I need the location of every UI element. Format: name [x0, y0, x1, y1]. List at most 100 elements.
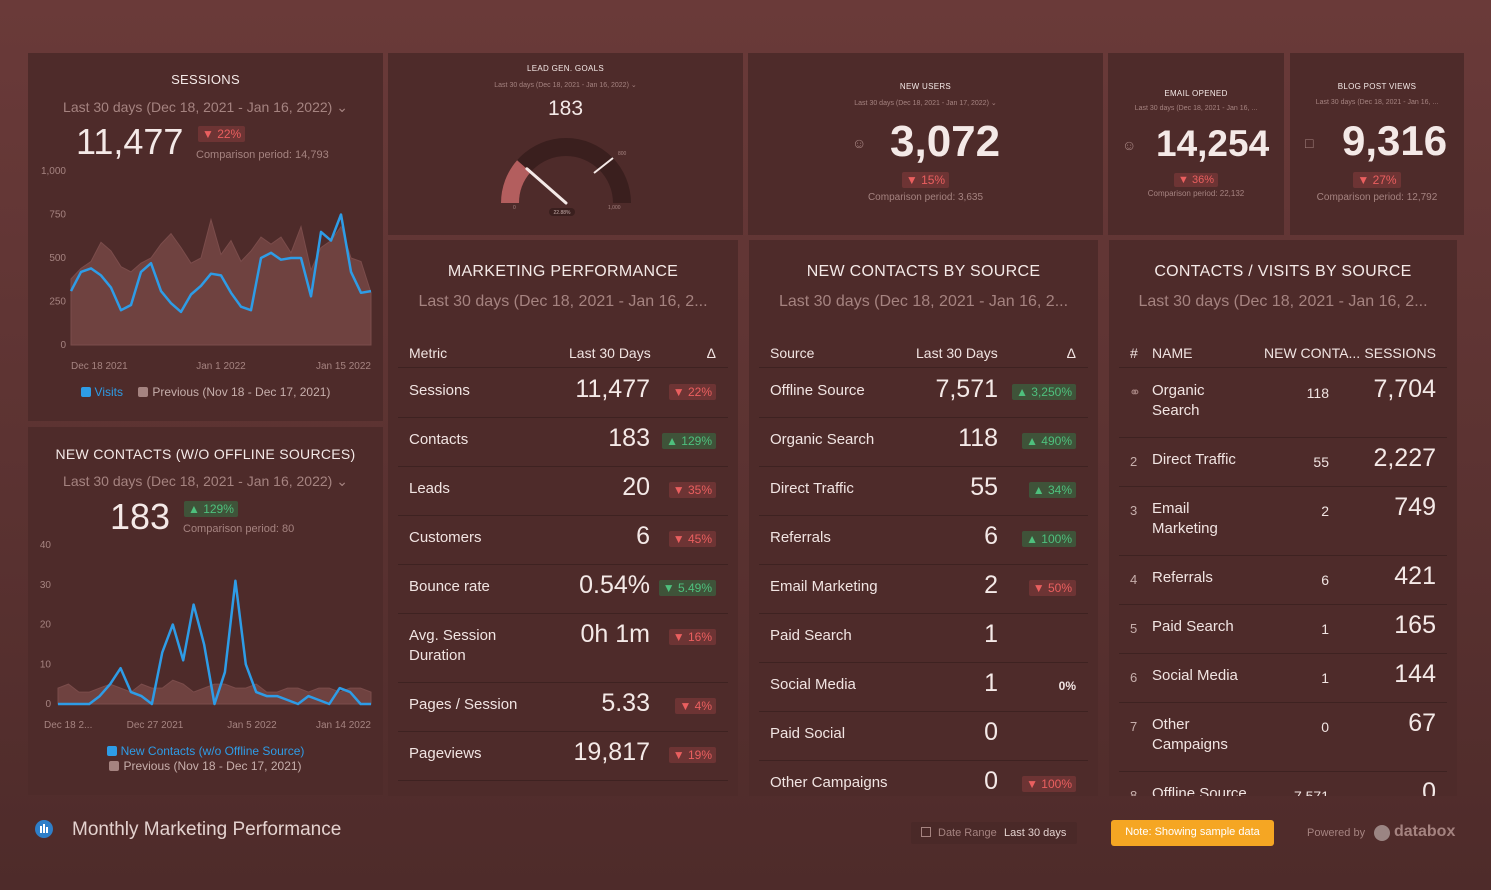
legend-label: Previous (Nov 18 - Dec 17, 2021)	[152, 385, 331, 399]
table-row[interactable]: ⚭ Organic Search 118 7,704	[1119, 369, 1447, 438]
panel-title: CONTACTS / VISITS BY SOURCE	[1154, 263, 1412, 280]
table-row[interactable]: Social Media 1 0%	[759, 663, 1088, 712]
sample-data-note: Note: Showing sample data	[1111, 820, 1274, 846]
delta-badge: ▼ 16%	[668, 629, 716, 645]
table-header: # NAME NEW CONTA... SESSIONS	[1119, 338, 1447, 368]
date-range-label: Last 30 days (Dec 18, 2021 - Jan 16, 202…	[494, 82, 629, 89]
table-row[interactable]: 2 Direct Traffic 55 2,227	[1119, 438, 1447, 487]
current-series-line	[69, 213, 372, 314]
new-contacts-value: 118	[1306, 385, 1329, 401]
delta-badge: ▼ 19%	[668, 747, 716, 763]
row-rank: 2	[1130, 454, 1138, 469]
x-tick-label: Jan 14 2022	[316, 720, 371, 731]
table-row[interactable]: Leads 20 ▼ 35%	[398, 467, 728, 516]
gauge-fill	[501, 160, 531, 203]
delta-label: 0%	[1058, 679, 1076, 693]
header-rank[interactable]: #	[1130, 345, 1138, 361]
header-last-30-days[interactable]: Last 30 Days	[569, 345, 651, 361]
table-row[interactable]: 4 Referrals 6 421	[1119, 556, 1447, 605]
legend-previous[interactable]: Previous (Nov 18 - Dec 17, 2021)	[28, 759, 383, 774]
table-row[interactable]: Paid Social 0	[759, 712, 1088, 761]
metric-value: 0h 1m	[580, 620, 650, 648]
table-row[interactable]: Other Campaigns 0 ▼ 100%	[759, 761, 1088, 796]
new-users-panel: NEW USERS Last 30 days (Dec 18, 2021 - J…	[748, 53, 1103, 235]
date-range-selector[interactable]: Last 30 days (Dec 18, 2021 - Jan 16, 202…	[28, 99, 383, 116]
x-tick-label: Dec 18 2...	[44, 720, 92, 731]
table-row[interactable]: Bounce rate 0.54% ▼ 5.49%	[398, 565, 728, 614]
header-metric[interactable]: Metric	[409, 345, 448, 361]
databox-brand[interactable]: databox	[1394, 823, 1456, 840]
header-sessions[interactable]: SESSIONS	[1364, 345, 1436, 361]
sessions-value: 421	[1394, 562, 1436, 590]
delta-cell: ▲ 129%	[662, 432, 716, 450]
metric-value: 183	[608, 424, 650, 452]
sessions-value: 67	[1408, 709, 1436, 737]
delta-cell: ▼ 22%	[668, 383, 716, 401]
date-range-label: Last 30 days (Dec 18, 2021 - Jan 16, 202…	[63, 99, 333, 115]
delta-cell: ▼ 5.49%	[658, 579, 716, 597]
table-row[interactable]: Avg. Session Duration 0h 1m ▼ 16%	[398, 614, 728, 683]
date-range-label: Last 30 days (Dec 18, 2021 - Jan 16, 202…	[63, 473, 333, 489]
legend-visits[interactable]: Visits	[80, 385, 123, 399]
metric-label: Pageviews	[409, 745, 482, 762]
legend-label: Visits	[94, 385, 123, 399]
legend-new-contacts[interactable]: New Contacts (w/o Offline Source)	[28, 744, 383, 759]
table-row[interactable]: Organic Search 118 ▲ 490%	[759, 418, 1088, 467]
date-range-selector[interactable]: Last 30 days (Dec 18, 2021 - Jan 16, 202…	[28, 473, 383, 490]
gauge-mark-label: 800	[618, 151, 627, 157]
table-row[interactable]: Customers 6 ▼ 45%	[398, 516, 728, 565]
metric-value: 19,817	[573, 738, 650, 766]
table-row[interactable]: Paid Search 1	[759, 614, 1088, 663]
header-source[interactable]: Source	[770, 345, 815, 361]
delta-badge: ▲ 490%	[1022, 433, 1076, 449]
header-last-30-days[interactable]: Last 30 Days	[916, 345, 998, 361]
table-header: Metric Last 30 Days Δ	[398, 338, 728, 368]
legend-previous[interactable]: Previous (Nov 18 - Dec 17, 2021)	[138, 385, 330, 399]
dashboard-title: Monthly Marketing Performance	[72, 819, 342, 840]
header-new-contacts[interactable]: NEW CONTA...	[1264, 345, 1361, 361]
table-row[interactable]: Offline Source 7,571 ▲ 3,250%	[759, 369, 1088, 418]
delta-badge: ▼ 15%	[901, 172, 950, 188]
x-tick-label: Dec 18 2021	[71, 361, 128, 372]
table-row[interactable]: Pageviews 19,817 ▼ 19%	[398, 732, 728, 781]
table-row[interactable]: Contacts 183 ▲ 129%	[398, 418, 728, 467]
powered-by-label: Powered by	[1307, 827, 1366, 839]
current-series-line	[58, 579, 371, 706]
delta-cell: ▼ 100%	[1022, 775, 1076, 793]
date-range-control[interactable]: Date Range Last 30 days	[911, 822, 1077, 844]
sessions-value: 11,477	[76, 121, 184, 162]
table-row[interactable]: 6 Social Media 1 144	[1119, 654, 1447, 703]
source-label: Email Marketing	[770, 578, 878, 595]
table-row[interactable]: Direct Traffic 55 ▲ 34%	[759, 467, 1088, 516]
panel-title: MARKETING PERFORMANCE	[447, 263, 679, 280]
delta-badge: ▼ 5.49%	[658, 580, 716, 596]
metric-value: 6	[636, 522, 650, 550]
source-label: Social Media	[770, 676, 856, 693]
header-delta[interactable]: Δ	[1066, 345, 1076, 361]
date-range-selector[interactable]: Last 30 days (Dec 18, 2021 - Jan 17, 202…	[748, 99, 1103, 107]
header-delta[interactable]: Δ	[706, 345, 716, 361]
y-tick-label: 750	[49, 210, 66, 221]
table-row[interactable]: 3 Email Marketing 2 749	[1119, 487, 1447, 556]
date-range-label: Last 30 days (Dec 18, 2021 - Jan 16, 2..…	[778, 293, 1069, 310]
table-row[interactable]: Email Marketing 2 ▼ 50%	[759, 565, 1088, 614]
date-range-label: Last 30 days (Dec 18, 2021 - Jan 16, ...	[1315, 99, 1439, 106]
checkbox-checked-icon	[80, 387, 91, 397]
source-name: Offline Source	[1152, 785, 1247, 796]
table-row[interactable]: Sessions 11,477 ▼ 22%	[398, 369, 728, 418]
table-row[interactable]: Pages / Session 5.33 ▼ 4%	[398, 683, 728, 732]
source-name: Email Marketing	[1152, 500, 1218, 537]
source-value: 0	[984, 767, 998, 795]
table-row[interactable]: Referrals 6 ▲ 100%	[759, 516, 1088, 565]
calendar-icon	[921, 827, 931, 837]
table-row[interactable]: 8 Offline Source 7,571 0	[1119, 772, 1447, 796]
x-tick-label: Jan 5 2022	[227, 720, 277, 731]
header-name[interactable]: NAME	[1152, 345, 1193, 361]
source-label: Paid Search	[770, 627, 852, 644]
table-row[interactable]: 7 Other Campaigns 0 67	[1119, 703, 1447, 772]
new-contacts-value: 1	[1321, 670, 1329, 686]
panel-title: LEAD GEN. GOALS	[527, 64, 604, 73]
source-label: Other Campaigns	[770, 774, 888, 791]
table-row[interactable]: 5 Paid Search 1 165	[1119, 605, 1447, 654]
date-range-selector[interactable]: Last 30 days (Dec 18, 2021 - Jan 16, 202…	[388, 81, 743, 89]
